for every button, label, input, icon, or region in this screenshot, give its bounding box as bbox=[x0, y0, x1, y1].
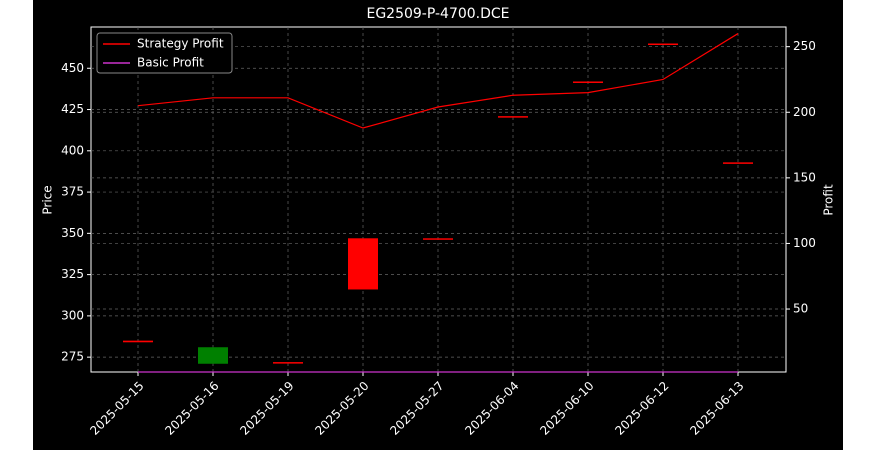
y-tick-label: 425 bbox=[61, 102, 84, 116]
y2-tick-label: 200 bbox=[793, 105, 816, 119]
candle-body bbox=[348, 238, 378, 290]
candle-body bbox=[198, 347, 228, 364]
y2-tick-label: 50 bbox=[793, 302, 808, 316]
candle-body bbox=[723, 162, 753, 164]
y2-axis-label: Profit bbox=[822, 184, 836, 216]
candle-body bbox=[273, 362, 303, 364]
y2-tick-label: 150 bbox=[793, 170, 816, 184]
profit-line bbox=[137, 33, 739, 129]
y-tick-label: 275 bbox=[61, 350, 84, 364]
y-tick-label: 350 bbox=[61, 226, 84, 240]
candle-body bbox=[648, 43, 678, 46]
y2-tick-label: 250 bbox=[793, 39, 816, 53]
chart-title: EG2509-P-4700.DCE bbox=[366, 6, 509, 22]
y-tick-label: 400 bbox=[61, 143, 84, 157]
y-tick-label: 300 bbox=[61, 308, 84, 322]
candle-body bbox=[498, 116, 528, 118]
legend-box bbox=[96, 32, 233, 74]
legend-label: Strategy Profit bbox=[137, 37, 224, 51]
candle-body bbox=[573, 81, 603, 83]
y2-tick-label: 100 bbox=[793, 236, 816, 250]
y-axis-label: Price bbox=[41, 185, 55, 214]
plot-frame bbox=[90, 26, 787, 373]
y-tick-label: 375 bbox=[61, 185, 84, 199]
candle-body bbox=[123, 340, 153, 343]
legend-label: Basic Profit bbox=[137, 56, 204, 70]
y-tick-label: 325 bbox=[61, 267, 84, 281]
y-tick-label: 450 bbox=[61, 61, 84, 75]
candle-body bbox=[423, 238, 453, 240]
